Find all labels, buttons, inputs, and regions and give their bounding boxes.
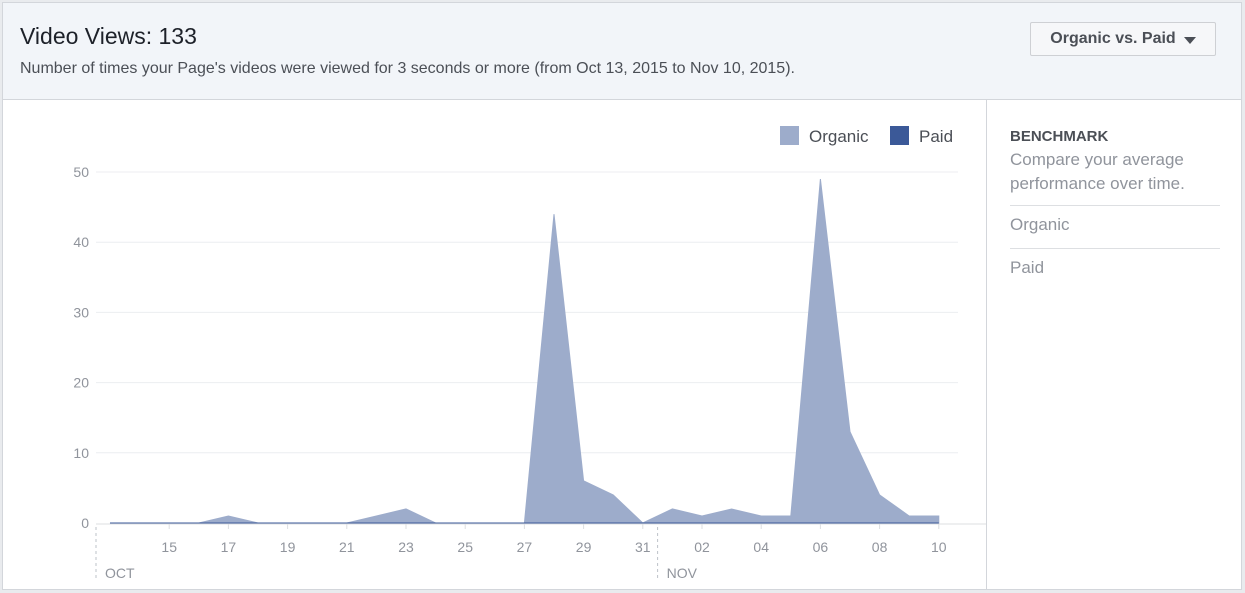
x-tick-label: 27 bbox=[517, 539, 533, 555]
legend-label-paid: Paid bbox=[919, 127, 953, 146]
legend-swatch-organic bbox=[780, 126, 799, 145]
comparison-dropdown-label: Organic vs. Paid bbox=[1050, 30, 1176, 47]
x-tick-label: 02 bbox=[694, 539, 710, 555]
x-tick-label: 15 bbox=[161, 539, 177, 555]
benchmark-item-paid[interactable]: Paid bbox=[1010, 258, 1045, 277]
chart-area: 0 10 20 30 40 50 15 17 19 21 23 25 27 29 31 02 04 06 08 10 O… bbox=[3, 100, 986, 591]
month-label: OCT bbox=[105, 565, 135, 581]
benchmark-divider bbox=[1010, 248, 1220, 249]
y-tick-label: 0 bbox=[81, 515, 89, 531]
x-tick-label: 31 bbox=[635, 539, 651, 555]
x-tick-label: 23 bbox=[398, 539, 414, 555]
benchmark-divider bbox=[1010, 205, 1220, 206]
month-label: NOV bbox=[667, 565, 698, 581]
benchmark-panel: BENCHMARK Compare your average performan… bbox=[986, 100, 1241, 589]
x-tick-label: 21 bbox=[339, 539, 355, 555]
comparison-dropdown[interactable]: Organic vs. Paid bbox=[1030, 22, 1216, 56]
benchmark-description: Compare your average performance over ti… bbox=[1010, 150, 1185, 193]
legend-swatch-paid bbox=[890, 126, 909, 145]
x-tick-label: 06 bbox=[813, 539, 829, 555]
y-tick-label: 30 bbox=[73, 304, 89, 320]
series-area-organic bbox=[110, 178, 940, 524]
y-tick-label: 40 bbox=[73, 234, 89, 250]
y-tick-label: 20 bbox=[73, 375, 89, 391]
card-title: Video Views: 133 bbox=[20, 23, 197, 49]
benchmark-item-organic[interactable]: Organic bbox=[1010, 215, 1070, 234]
x-tick-label: 08 bbox=[872, 539, 888, 555]
caret-down-icon bbox=[1183, 36, 1196, 44]
x-tick-label: 17 bbox=[221, 539, 237, 555]
y-tick-label: 50 bbox=[73, 164, 89, 180]
video-views-chart: 0 10 20 30 40 50 15 17 19 21 23 25 27 29 31 02 04 06 08 10 O… bbox=[73, 126, 986, 581]
x-tick-label: 10 bbox=[931, 539, 947, 555]
benchmark-title: BENCHMARK bbox=[1010, 128, 1109, 145]
x-tick-label: 29 bbox=[576, 539, 592, 555]
x-tick-label: 04 bbox=[753, 539, 769, 555]
card-subtitle: Number of times your Page's videos were … bbox=[20, 60, 795, 77]
x-tick-label: 25 bbox=[457, 539, 473, 555]
x-tick-label: 19 bbox=[280, 539, 296, 555]
legend-label-organic: Organic bbox=[809, 127, 869, 146]
card-header: Video Views: 133 Number of times your Pa… bbox=[3, 3, 1241, 100]
y-tick-label: 10 bbox=[73, 445, 89, 461]
